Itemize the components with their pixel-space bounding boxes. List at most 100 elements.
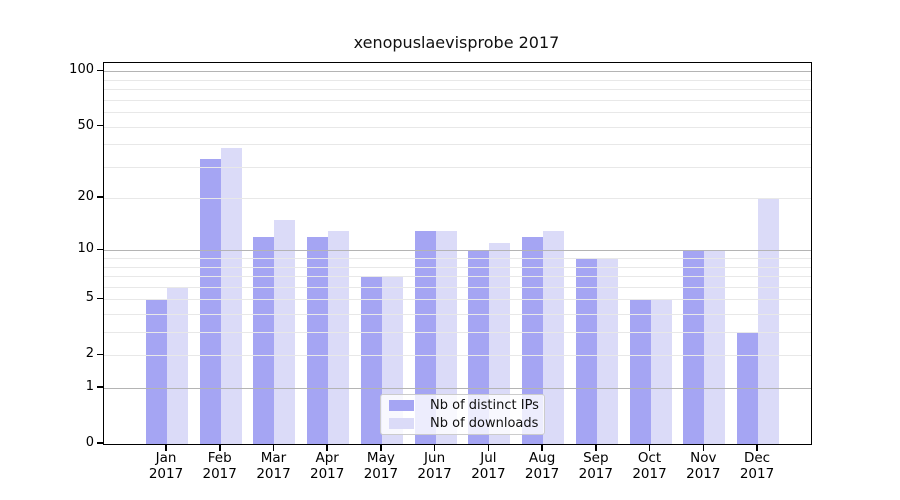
month-label: Feb <box>207 450 232 466</box>
year-label: 2017 <box>310 465 345 482</box>
x-tick-nov <box>702 444 704 451</box>
bar-distinct-ips-feb <box>199 159 221 444</box>
y-tick-label-5: 5 <box>85 290 94 306</box>
bar-downloads-apr <box>328 230 350 444</box>
gridline-minor-7 <box>104 276 811 278</box>
bar-distinct-ips-oct <box>629 299 651 444</box>
year-label: 2017 <box>202 465 237 482</box>
y-tick-label-20: 20 <box>77 189 94 205</box>
gridline-minor-40 <box>104 144 811 146</box>
x-tick-apr <box>326 444 328 451</box>
x-tick-label-dec: Dec 2017 <box>726 450 788 482</box>
bar-downloads-oct <box>650 299 672 444</box>
gridline-minor-30 <box>104 166 811 168</box>
gridline-minor-50 <box>104 126 811 128</box>
y-tick-20 <box>97 196 103 198</box>
gridline-minor-90 <box>104 79 811 81</box>
month-label: Sep <box>583 450 609 466</box>
y-tick-label-100: 100 <box>69 62 94 78</box>
bar-distinct-ips-jun <box>414 230 436 444</box>
legend-swatch-distinct-ips <box>389 400 414 411</box>
bar-downloads-sep <box>596 258 618 444</box>
plot-area: Nb of distinct IPs Nb of downloads <box>103 62 812 445</box>
gridline-minor-6 <box>104 286 811 288</box>
legend: Nb of distinct IPs Nb of downloads <box>380 394 545 435</box>
y-tick-label-1: 1 <box>85 379 94 394</box>
gridline-minor-2 <box>104 355 811 357</box>
bar-downloads-feb <box>220 148 242 444</box>
month-label: May <box>366 450 395 466</box>
y-tick-1 <box>97 386 103 388</box>
year-label: 2017 <box>739 465 775 482</box>
year-label: 2017 <box>524 465 560 482</box>
chart-title: xenopuslaevisprobe 2017 <box>353 33 560 52</box>
year-label: 2017 <box>148 465 184 482</box>
year-label: 2017 <box>471 465 506 482</box>
x-tick-dec <box>756 444 758 451</box>
month-label: Nov <box>690 450 717 466</box>
year-label: 2017 <box>363 465 399 482</box>
bar-distinct-ips-nov <box>683 250 705 444</box>
x-tick-jun <box>433 444 436 451</box>
x-tick-label-apr: Apr 2017 <box>296 450 358 482</box>
bar-distinct-ips-may <box>360 276 382 444</box>
bar-downloads-jun <box>435 230 457 444</box>
x-tick-label-aug: Aug 2017 <box>511 450 573 482</box>
x-tick-jan <box>165 444 167 451</box>
legend-item-distinct-ips: Nb of distinct IPs <box>387 398 539 413</box>
bar-downloads-nov <box>704 250 726 444</box>
year-label: 2017 <box>578 465 613 482</box>
y-tick-0 <box>97 442 103 444</box>
x-tick-sep <box>595 444 597 451</box>
gridline-minor-80 <box>104 89 811 91</box>
y-tick-50 <box>97 124 103 127</box>
bar-downloads-jul <box>489 243 511 444</box>
month-label: Oct <box>637 450 662 466</box>
year-label: 2017 <box>686 465 721 482</box>
gridline-minor-5 <box>104 299 811 301</box>
x-tick-label-may: May 2017 <box>350 450 412 482</box>
y-tick-label-50: 50 <box>77 117 94 133</box>
bar-distinct-ips-mar <box>253 236 275 444</box>
x-tick-label-nov: Nov 2017 <box>672 450 734 482</box>
month-label: Dec <box>743 450 771 466</box>
x-tick-label-mar: Mar 2017 <box>243 450 305 482</box>
legend-swatch-downloads <box>389 418 414 429</box>
x-tick-label-feb: Feb 2017 <box>189 450 251 482</box>
month-label: Jul <box>480 450 497 466</box>
month-label: Aug <box>528 450 556 466</box>
month-label: Apr <box>315 450 339 466</box>
month-label: Jun <box>424 450 446 466</box>
y-tick-label-2: 2 <box>85 346 94 362</box>
month-label: Mar <box>260 450 287 466</box>
gridline-minor-4 <box>104 314 811 315</box>
year-label: 2017 <box>417 465 452 482</box>
bar-downloads-dec <box>757 198 779 444</box>
y-tick-10 <box>97 248 103 251</box>
bar-distinct-ips-apr <box>307 236 329 444</box>
gridline-major-100 <box>104 71 811 73</box>
y-tick-5 <box>97 297 103 300</box>
y-tick-label-0: 0 <box>85 435 94 450</box>
bar-distinct-ips-aug <box>522 236 544 444</box>
x-tick-aug <box>541 444 543 451</box>
gridline-major-10 <box>104 250 811 252</box>
month-label: Jan <box>155 450 177 466</box>
x-tick-label-jan: Jan 2017 <box>135 450 197 482</box>
legend-label-downloads: Nb of downloads <box>430 416 539 431</box>
year-label: 2017 <box>632 465 667 482</box>
x-tick-label-sep: Sep 2017 <box>565 450 627 482</box>
bar-downloads-jan <box>167 286 188 444</box>
x-tick-feb <box>219 444 221 451</box>
x-tick-label-oct: Oct 2017 <box>619 450 681 482</box>
year-label: 2017 <box>256 465 291 482</box>
x-tick-may <box>380 444 382 451</box>
x-tick-mar <box>272 444 275 451</box>
x-tick-label-jul: Jul 2017 <box>457 450 519 482</box>
gridline-minor-60 <box>104 112 811 114</box>
y-tick-label-10: 10 <box>77 241 94 257</box>
x-tick-label-jun: Jun 2017 <box>404 450 466 482</box>
gridline-minor-70 <box>104 99 811 101</box>
bar-distinct-ips-jan <box>146 299 167 444</box>
